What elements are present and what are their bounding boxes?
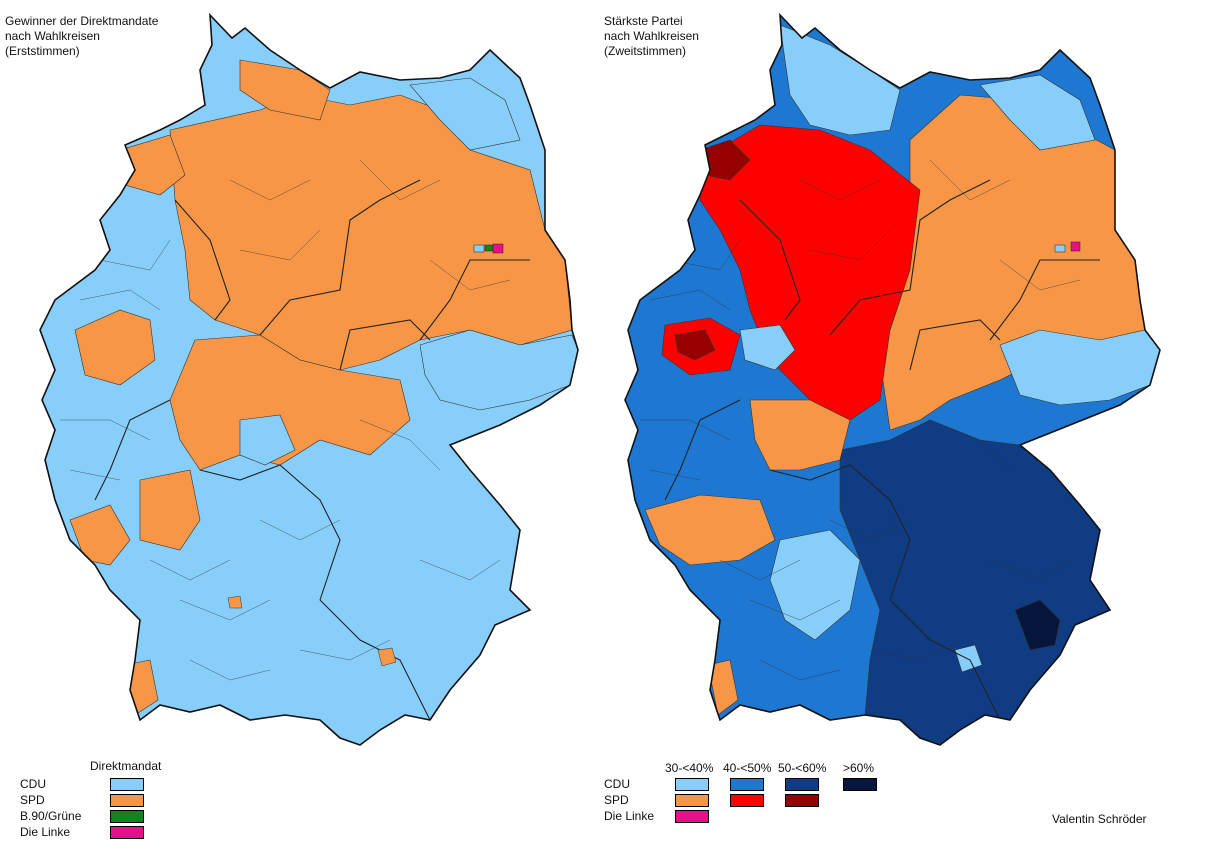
left-constituency-borders bbox=[60, 159, 511, 681]
right-cdu-light-north bbox=[779, 24, 901, 136]
right-cdu-darkest bbox=[1014, 599, 1061, 651]
right-title-line-1: Stärkste Partei bbox=[604, 14, 683, 28]
left-spd-region-ruhr bbox=[74, 309, 156, 386]
left-state-borders bbox=[94, 179, 530, 721]
right-cdu-light-southwest bbox=[769, 529, 861, 641]
right-map-title: Stärkste Partei nach Wahlkreisen (Zweits… bbox=[604, 14, 699, 59]
left-legend-label-spd: SPD bbox=[20, 793, 45, 807]
right-legend-swatch-spd-50 bbox=[785, 794, 819, 807]
right-cdu-light-hesse bbox=[739, 324, 796, 371]
right-constituency-borders bbox=[640, 159, 1081, 681]
left-spd-dot-franconia bbox=[227, 595, 243, 609]
right-legend-col-4: >60% bbox=[843, 761, 875, 775]
right-legend-swatch-cdu-50 bbox=[785, 778, 819, 791]
left-spd-region-hesse bbox=[169, 334, 411, 471]
left-title-line-1: Gewinner der Direktmandate bbox=[5, 14, 159, 28]
left-legend-swatch-spd bbox=[110, 794, 144, 807]
left-germany-map bbox=[39, 14, 579, 746]
right-legend-swatch-spd-30 bbox=[675, 794, 709, 807]
left-title-line-2: nach Wahlkreisen bbox=[5, 29, 100, 43]
right-state-borders bbox=[664, 179, 1100, 721]
author-credit: Valentin Schröder bbox=[1052, 812, 1147, 826]
right-legend-label-cdu: CDU bbox=[604, 777, 630, 791]
right-legend-swatch-cdu-40 bbox=[730, 778, 764, 791]
right-legend-label-linke: Die Linke bbox=[604, 809, 655, 823]
right-legend-label-spd: SPD bbox=[604, 793, 629, 807]
left-cdu-enclave-north bbox=[409, 77, 521, 151]
left-legend-header: Direktmandat bbox=[90, 759, 162, 773]
right-cdu-light-munich bbox=[954, 644, 983, 673]
right-legend-swatch-cdu-30 bbox=[675, 778, 709, 791]
left-berlin-green bbox=[484, 244, 494, 252]
left-cdu-enclave-center bbox=[239, 414, 296, 466]
left-berlin-cdu bbox=[473, 244, 485, 253]
left-legend-swatch-green bbox=[110, 810, 144, 823]
right-title-line-3: (Zweitstimmen) bbox=[604, 44, 687, 58]
left-legend-label-green: B.90/Grüne bbox=[20, 809, 82, 823]
left-legend-swatch-linke bbox=[110, 826, 144, 839]
left-map-regions bbox=[60, 59, 578, 721]
right-spd-dark-ruhr bbox=[674, 329, 716, 361]
right-title-line-2: nach Wahlkreisen bbox=[604, 29, 699, 43]
right-berlin-linke bbox=[1070, 241, 1081, 252]
right-legend-swatch-spd-40 bbox=[730, 794, 764, 807]
left-legend-label-linke: Die Linke bbox=[20, 825, 71, 839]
right-cdu-light-northeast bbox=[979, 74, 1096, 151]
right-spd-orange-saar bbox=[644, 494, 776, 566]
right-legend-col-1: 30-<40% bbox=[665, 761, 714, 775]
right-legend-col-3: 50-<60% bbox=[778, 761, 827, 775]
right-spd-orange-hesse bbox=[749, 399, 851, 471]
left-spd-dot-bavaria bbox=[377, 647, 397, 667]
right-berlin-cdu bbox=[1054, 244, 1066, 253]
left-title-line-3: (Erststimmen) bbox=[5, 44, 80, 58]
left-legend-label-cdu: CDU bbox=[20, 777, 46, 791]
right-spd-orange-south bbox=[707, 659, 739, 716]
right-map-regions bbox=[640, 24, 1160, 745]
right-legend-swatch-linke-30 bbox=[675, 810, 709, 823]
right-legend-swatch-cdu-60 bbox=[843, 778, 877, 791]
left-cdu-enclave-saxony bbox=[419, 329, 578, 411]
right-spd-red-center bbox=[699, 124, 921, 421]
left-spd-region-palatinate bbox=[139, 469, 201, 551]
left-berlin-linke bbox=[492, 243, 504, 254]
left-map-title: Gewinner der Direktmandate nach Wahlkrei… bbox=[5, 14, 158, 59]
right-legend-col-2: 40-<50% bbox=[723, 761, 772, 775]
right-cdu-dark-bavaria bbox=[839, 419, 1111, 745]
right-germany-map bbox=[624, 14, 1161, 746]
left-legend-swatch-cdu bbox=[110, 778, 144, 791]
